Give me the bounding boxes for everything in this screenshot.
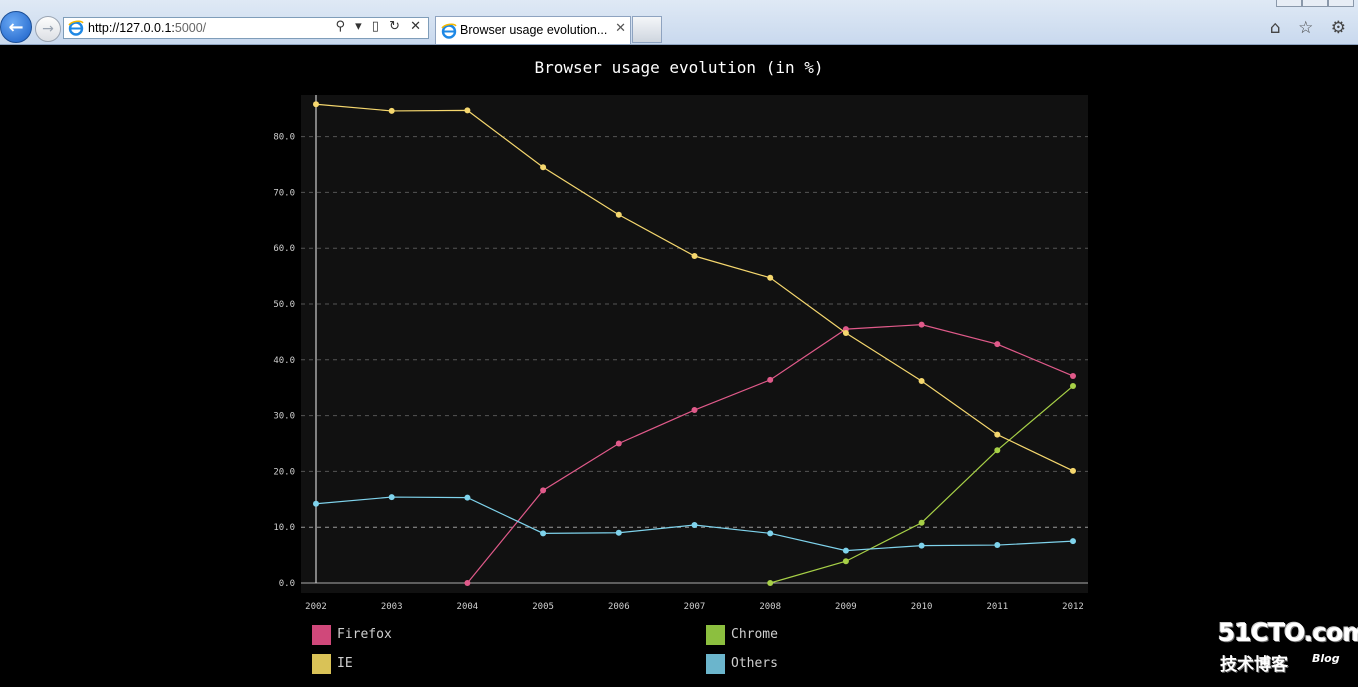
y-tick-label: 10.0 xyxy=(273,523,295,533)
data-point-chrome xyxy=(918,519,925,526)
data-point-firefox xyxy=(691,407,698,414)
data-point-ie xyxy=(464,107,471,114)
address-bar-icons[interactable]: ⚲ ▾ ▯ ↻ ✕ xyxy=(335,19,424,34)
data-point-firefox xyxy=(540,487,547,494)
legend-swatch-others xyxy=(706,654,725,674)
maximize-button[interactable] xyxy=(1302,0,1328,7)
watermark-sub: 技术博客 xyxy=(1220,655,1288,675)
minimize-button[interactable] xyxy=(1276,0,1302,7)
watermark-main: 51CTO.com xyxy=(1218,618,1358,647)
watermark-logo: 51CTO.com 技术博客 Blog xyxy=(1218,618,1358,678)
x-tick-label: 2006 xyxy=(608,602,630,612)
legend-swatch-firefox xyxy=(312,625,331,645)
legend-label-others: Others xyxy=(731,656,778,671)
data-point-others xyxy=(691,521,698,528)
data-point-others xyxy=(994,542,1001,549)
data-point-chrome xyxy=(994,447,1001,454)
y-tick-label: 70.0 xyxy=(273,188,295,198)
x-tick-label: 2008 xyxy=(759,602,781,612)
back-arrow-icon[interactable]: ← xyxy=(0,11,32,43)
x-tick-label: 2009 xyxy=(835,602,857,612)
toolbar-icons[interactable]: ⌂ ☆ ⚙ xyxy=(1269,18,1352,38)
legend-swatch-chrome xyxy=(706,625,725,645)
data-point-others xyxy=(388,494,395,501)
y-tick-label: 30.0 xyxy=(273,412,295,422)
x-tick-label: 2005 xyxy=(532,602,554,612)
x-tick-label: 2007 xyxy=(684,602,706,612)
legend-swatch-ie xyxy=(312,654,331,674)
y-tick-label: 0.0 xyxy=(279,579,295,589)
data-point-others xyxy=(918,542,925,549)
data-point-ie xyxy=(615,211,622,218)
data-point-ie xyxy=(313,101,319,108)
data-point-others xyxy=(615,529,622,536)
data-point-ie xyxy=(842,330,849,337)
window-controls xyxy=(1276,0,1354,7)
ie-logo-icon xyxy=(68,20,84,36)
y-tick-label: 50.0 xyxy=(273,300,295,310)
data-point-others xyxy=(767,530,774,537)
data-point-ie xyxy=(691,253,698,260)
data-point-chrome xyxy=(767,580,774,586)
ie-tab-icon xyxy=(441,23,457,39)
legend-label-firefox: Firefox xyxy=(337,627,392,642)
x-tick-label: 2002 xyxy=(305,602,327,612)
tab-title: Browser usage evolution... xyxy=(460,23,608,37)
close-window-button[interactable] xyxy=(1328,0,1354,7)
legend-label-chrome: Chrome xyxy=(731,627,778,642)
data-point-firefox xyxy=(918,321,925,328)
data-point-others xyxy=(1070,538,1076,545)
chart-title: Browser usage evolution (in %) xyxy=(534,58,824,77)
address-bar[interactable]: http://127.0.0.1:5000/ ⚲ ▾ ▯ ↻ ✕ xyxy=(63,17,429,39)
data-point-others xyxy=(313,500,319,507)
data-point-firefox xyxy=(1070,372,1076,379)
data-point-firefox xyxy=(464,580,471,586)
data-point-firefox xyxy=(767,376,774,383)
forward-arrow-icon[interactable]: → xyxy=(35,16,61,42)
x-tick-label: 2003 xyxy=(381,602,403,612)
y-tick-label: 80.0 xyxy=(273,133,295,143)
watermark-blog: Blog xyxy=(1312,652,1340,665)
data-point-ie xyxy=(767,274,774,281)
data-point-ie xyxy=(388,107,395,114)
tab-close-icon[interactable]: ✕ xyxy=(615,21,626,36)
data-point-ie xyxy=(994,431,1001,438)
data-point-firefox xyxy=(994,341,1001,348)
x-tick-label: 2012 xyxy=(1062,602,1084,612)
data-point-ie xyxy=(540,164,547,171)
data-point-ie xyxy=(918,378,925,385)
y-tick-label: 40.0 xyxy=(273,356,295,366)
data-point-ie xyxy=(1070,467,1076,474)
y-tick-label: 20.0 xyxy=(273,467,295,477)
data-point-chrome xyxy=(1070,383,1076,390)
url-text: http://127.0.0.1:5000/ xyxy=(88,21,207,35)
chart-legend: Firefox Chrome IE Others xyxy=(312,625,1112,685)
data-point-chrome xyxy=(842,558,849,565)
data-point-others xyxy=(464,494,471,501)
y-tick-label: 60.0 xyxy=(273,244,295,254)
data-point-firefox xyxy=(615,440,622,447)
new-tab-button[interactable] xyxy=(632,16,662,43)
x-tick-label: 2004 xyxy=(457,602,479,612)
browser-toolbar: ← → http://127.0.0.1:5000/ ⚲ ▾ ▯ ↻ ✕ Bro… xyxy=(0,0,1358,45)
plot-background xyxy=(301,95,1088,593)
data-point-others xyxy=(540,530,547,537)
x-tick-label: 2011 xyxy=(986,602,1008,612)
legend-label-ie: IE xyxy=(337,656,353,671)
tab-active[interactable]: Browser usage evolution... ✕ xyxy=(435,16,631,44)
x-tick-label: 2010 xyxy=(911,602,933,612)
data-point-others xyxy=(842,547,849,554)
